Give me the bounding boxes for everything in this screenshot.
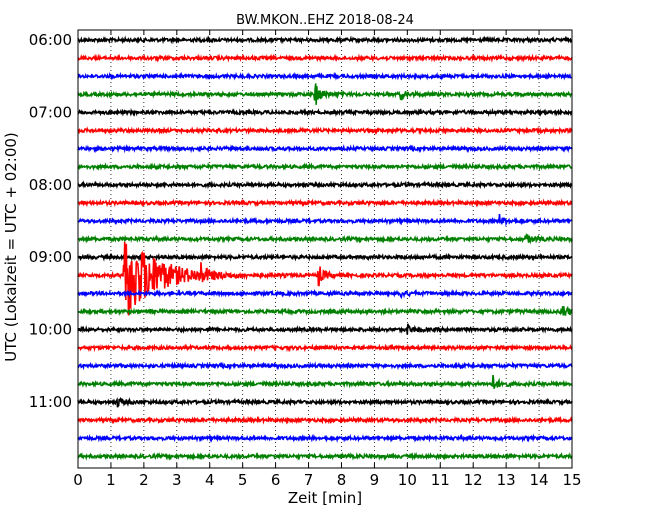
trace-0945 bbox=[77, 305, 573, 317]
trace-1000 bbox=[77, 323, 573, 335]
trace-1145 bbox=[77, 451, 573, 462]
trace-1030 bbox=[77, 361, 573, 371]
trace-1015 bbox=[77, 343, 573, 353]
y-tick-label: 11:00 bbox=[29, 393, 72, 411]
trace-0715 bbox=[77, 126, 573, 136]
y-tick-label: 06:00 bbox=[29, 31, 72, 49]
trace-0600 bbox=[77, 35, 573, 45]
x-tick-label: 3 bbox=[172, 471, 182, 489]
trace-0615 bbox=[77, 53, 573, 63]
trace-0815 bbox=[77, 198, 573, 208]
trace-0700 bbox=[77, 107, 573, 117]
trace-0645 bbox=[77, 83, 573, 105]
x-tick-label: 8 bbox=[337, 471, 347, 489]
y-tick-label: 09:00 bbox=[29, 248, 72, 266]
x-tick-label: 14 bbox=[530, 471, 549, 489]
traces bbox=[77, 35, 573, 462]
trace-0845 bbox=[77, 232, 573, 245]
x-tick-label: 5 bbox=[238, 471, 248, 489]
x-tick-label: 7 bbox=[304, 471, 314, 489]
x-tick-label: 10 bbox=[398, 471, 417, 489]
trace-0745 bbox=[77, 162, 573, 172]
trace-0900 bbox=[77, 252, 573, 262]
x-tick-label: 6 bbox=[271, 471, 281, 489]
trace-0930 bbox=[77, 288, 573, 300]
x-axis-label: Zeit [min] bbox=[288, 489, 362, 507]
trace-0630 bbox=[77, 71, 573, 81]
x-tick-label: 12 bbox=[464, 471, 483, 489]
x-tick-label: 11 bbox=[431, 471, 450, 489]
x-tick-label: 4 bbox=[205, 471, 215, 489]
trace-0800 bbox=[77, 180, 573, 190]
plot-frame bbox=[77, 29, 573, 469]
y-tick-label: 08:00 bbox=[29, 176, 72, 194]
x-axis: 0 1 2 3 4 5 6 7 8 9 10 11 12 13 14 15 bbox=[73, 30, 582, 489]
x-tick-label: 9 bbox=[370, 471, 380, 489]
trace-1045 bbox=[77, 375, 573, 389]
y-tick-label: 07:00 bbox=[29, 103, 72, 121]
trace-0830 bbox=[77, 213, 573, 227]
y-tick-label: 10:00 bbox=[29, 321, 72, 339]
x-tick-label: 2 bbox=[139, 471, 149, 489]
x-tick-label: 15 bbox=[562, 471, 581, 489]
trace-0730 bbox=[77, 143, 573, 154]
trace-1130 bbox=[77, 433, 573, 443]
x-tick-label: 0 bbox=[73, 471, 83, 489]
y-axis: 06:00 07:00 08:00 09:00 10:00 11:00 bbox=[29, 31, 572, 411]
trace-0915 bbox=[77, 241, 573, 316]
x-tick-label: 1 bbox=[106, 471, 116, 489]
chart-title: BW.MKON..EHZ 2018-08-24 bbox=[236, 13, 414, 28]
trace-1115 bbox=[77, 415, 573, 425]
y-axis-label: UTC (Lokalzeit = UTC + 02:00) bbox=[2, 132, 20, 362]
trace-1100 bbox=[77, 396, 573, 408]
x-tick-label: 13 bbox=[497, 471, 516, 489]
